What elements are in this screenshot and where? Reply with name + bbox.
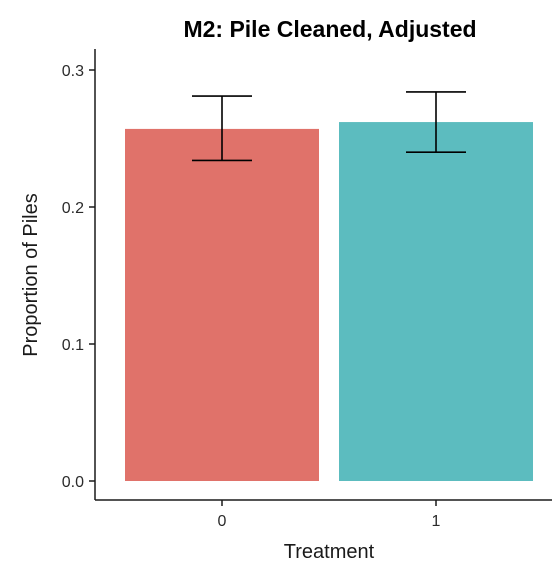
chart-title: M2: Pile Cleaned, Adjusted bbox=[183, 16, 476, 42]
y-tick-label-0.3: 0.3 bbox=[62, 63, 84, 80]
ticks-layer: 0 1 0.0 0.1 0.2 0.3 bbox=[62, 63, 441, 530]
error-bars-layer bbox=[192, 91, 466, 162]
bars-layer bbox=[125, 122, 533, 481]
bar-treatment-1 bbox=[339, 122, 533, 481]
y-tick-label-0.1: 0.1 bbox=[62, 337, 84, 354]
x-tick-label-0: 0 bbox=[218, 513, 227, 530]
y-axis-label: Proportion of Piles bbox=[20, 193, 42, 356]
y-tick-label-0.0: 0.0 bbox=[62, 474, 84, 491]
y-tick-label-0.2: 0.2 bbox=[62, 200, 84, 217]
axes-layer bbox=[94, 49, 552, 501]
bar-treatment-0 bbox=[125, 128, 319, 481]
x-axis-label: Treatment bbox=[284, 541, 375, 563]
x-tick-label-1: 1 bbox=[432, 513, 441, 530]
